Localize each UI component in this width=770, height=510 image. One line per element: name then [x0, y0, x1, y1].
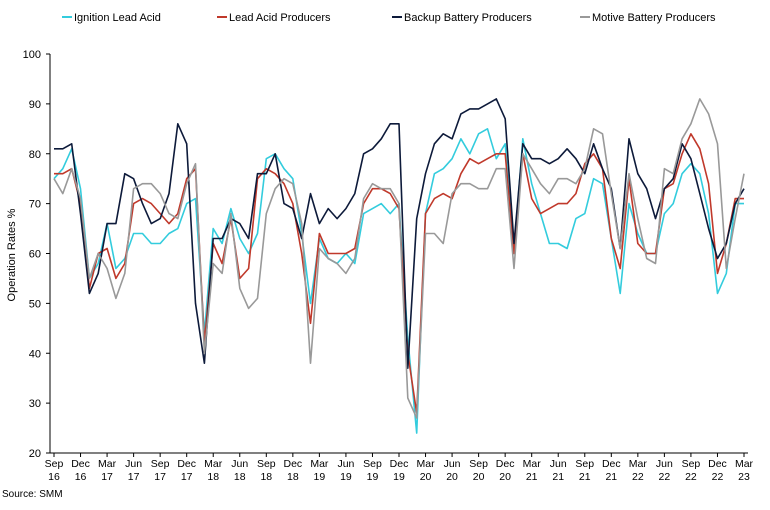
y-tick-label: 50 [29, 298, 41, 310]
x-tick-label-month: Dec [602, 458, 621, 470]
x-tick-label-month: Jun [125, 458, 142, 470]
series-line-2 [54, 98, 745, 370]
series-line-0 [53, 128, 744, 434]
x-tick-label-year: 19 [367, 471, 379, 483]
x-tick-label-month: Sep [151, 458, 170, 470]
series-lines [53, 98, 745, 434]
x-tick-label-year: 18 [234, 471, 246, 483]
x-tick-label-month: Sep [575, 458, 594, 470]
x-tick-label-month: Dec [708, 458, 727, 470]
x-tick-label-year: 19 [314, 471, 326, 483]
y-tick-label: 20 [29, 448, 41, 460]
y-tick-label: 80 [29, 149, 41, 161]
x-tick-label-month: Jun [444, 458, 461, 470]
x-tick-label-month: Jun [550, 458, 567, 470]
x-tick-label-year: 23 [738, 471, 750, 483]
x-tick-label-year: 21 [605, 471, 617, 483]
x-tick-label-year: 22 [685, 471, 697, 483]
x-tick-label-year: 22 [712, 471, 724, 483]
x-tick-label-year: 20 [473, 471, 485, 483]
x-tick-label-month: Jun [231, 458, 248, 470]
x-tick-label-year: 22 [659, 471, 671, 483]
x-tick-label-year: 21 [552, 471, 564, 483]
x-tick-label-year: 19 [340, 471, 352, 483]
x-tick-label-year: 17 [181, 471, 193, 483]
x-tick-label-year: 22 [632, 471, 644, 483]
x-tick-label-year: 21 [526, 471, 538, 483]
y-tick-label: 40 [29, 348, 41, 360]
x-tick-label-month: Jun [656, 458, 673, 470]
legend-label-3: Motive Battery Producers [592, 12, 716, 24]
x-tick-label-year: 16 [48, 471, 60, 483]
x-tick-label-month: Dec [284, 458, 303, 470]
axes: 2030405060708090100Sep16Dec16Mar17Jun17S… [23, 49, 754, 483]
x-tick-label-month: Sep [363, 458, 382, 470]
x-tick-label-year: 20 [499, 471, 511, 483]
y-tick-label: 90 [29, 99, 41, 111]
x-tick-label-month: Jun [337, 458, 354, 470]
y-tick-label: 70 [29, 199, 41, 211]
x-tick-label-year: 18 [287, 471, 299, 483]
legend: Ignition Lead Acid Lead Acid Producers Bac… [62, 12, 716, 24]
x-tick-label-month: Sep [469, 458, 488, 470]
x-tick-label-month: Dec [71, 458, 90, 470]
series-line-3 [53, 98, 745, 419]
x-tick-label-month: Dec [390, 458, 409, 470]
y-tick-label: 100 [23, 49, 41, 61]
x-tick-label-year: 17 [101, 471, 113, 483]
x-tick-label-year: 17 [154, 471, 166, 483]
y-tick-label: 30 [29, 398, 41, 410]
x-tick-label-month: Mar [735, 458, 754, 470]
y-tick-label: 60 [29, 249, 41, 261]
legend-label-1: Lead Acid Producers [229, 12, 331, 24]
x-tick-label-month: Mar [310, 458, 329, 470]
x-tick-label-month: Mar [523, 458, 542, 470]
x-tick-label-year: 16 [75, 471, 87, 483]
x-tick-label-month: Sep [45, 458, 64, 470]
x-tick-label-year: 19 [393, 471, 405, 483]
x-tick-label-month: Mar [416, 458, 435, 470]
y-axis-title: Operation Rates % [6, 208, 18, 301]
x-tick-label-month: Sep [257, 458, 276, 470]
x-tick-label-year: 21 [579, 471, 591, 483]
x-tick-label-month: Dec [177, 458, 196, 470]
legend-label-2: Backup Battery Producers [404, 12, 532, 24]
x-tick-label-year: 18 [260, 471, 272, 483]
x-tick-label-month: Mar [629, 458, 648, 470]
x-tick-label-month: Mar [204, 458, 223, 470]
legend-label-0: Ignition Lead Acid [74, 12, 161, 24]
x-tick-label-month: Dec [496, 458, 515, 470]
series-line-1 [54, 133, 744, 414]
x-tick-label-year: 20 [446, 471, 458, 483]
source-note: Source: SMM [2, 489, 63, 500]
x-tick-label-month: Sep [682, 458, 701, 470]
x-tick-label-year: 20 [420, 471, 432, 483]
x-tick-label-year: 18 [207, 471, 219, 483]
x-tick-label-month: Mar [98, 458, 117, 470]
x-tick-label-year: 17 [128, 471, 140, 483]
